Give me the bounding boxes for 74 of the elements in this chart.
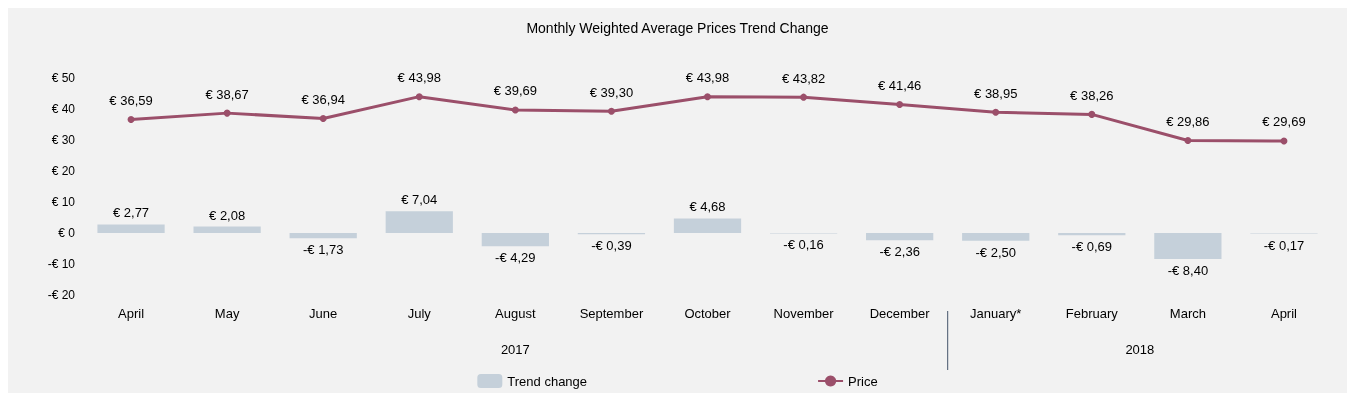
y-tick-label: € 50	[51, 71, 76, 85]
data-label: € 43,98	[397, 70, 441, 86]
y-tick-label: € 20	[51, 164, 76, 178]
x-tick-label: January*	[970, 306, 1022, 321]
point	[319, 114, 327, 122]
x-tick-label: February	[1065, 306, 1119, 321]
bar	[289, 233, 357, 239]
data-label: -€ 1,73	[302, 242, 344, 258]
data-label: € 38,95	[974, 85, 1018, 101]
x-tick-label: August	[495, 306, 536, 321]
data-label: € 29,86	[1166, 113, 1210, 129]
point	[223, 109, 231, 117]
x-tick-label: October	[684, 306, 732, 321]
point	[992, 108, 1000, 116]
data-label: € 36,59	[109, 93, 153, 109]
y-tick-label: -€ 10	[47, 257, 76, 271]
point	[511, 106, 519, 114]
data-label: € 43,82	[781, 70, 826, 86]
bar	[673, 218, 742, 233]
y-tick-label: € 0	[58, 226, 76, 240]
x-tick-label: April	[118, 306, 145, 321]
x-tick-label: July	[407, 306, 432, 321]
point	[896, 100, 904, 108]
x-tick-label: May	[214, 306, 240, 321]
x-tick-label: December	[869, 306, 931, 321]
point	[1088, 110, 1096, 118]
data-label: € 43,98	[685, 70, 730, 86]
data-label: -€ 4,29	[495, 250, 536, 266]
point	[1184, 136, 1192, 144]
bar	[193, 226, 261, 233]
data-label: -€ 0,69	[1071, 239, 1113, 255]
data-label: -€ 8,40	[1167, 263, 1209, 279]
text: 2017	[500, 341, 530, 357]
x-tick-label: September	[579, 306, 644, 321]
bar	[97, 224, 165, 233]
data-label: € 38,26	[1070, 87, 1114, 103]
data-label: € 36,94	[301, 91, 345, 107]
point	[607, 107, 615, 115]
x-tick-label: April	[1270, 306, 1298, 321]
bar	[1154, 233, 1222, 260]
data-label: € 4,68	[689, 199, 726, 215]
legend-label: Price	[848, 373, 878, 389]
data-label: -€ 0,39	[591, 238, 632, 254]
bar	[385, 211, 453, 233]
point	[127, 116, 135, 124]
bar	[962, 233, 1030, 241]
data-label: € 39,30	[589, 84, 634, 100]
chart-title: Monthly Weighted Average Prices Trend Change	[526, 20, 829, 36]
data-label: € 7,04	[401, 192, 438, 208]
x-tick-label: March	[1169, 306, 1206, 321]
data-label: € 39,69	[493, 83, 538, 99]
bar	[1058, 233, 1126, 236]
data-label: € 38,67	[205, 86, 249, 102]
data-label: € 29,69	[1262, 114, 1306, 130]
data-label: € 2,77	[112, 205, 150, 221]
x-tick-label: June	[309, 306, 338, 321]
point	[704, 93, 711, 101]
point	[415, 93, 423, 101]
text: 2018	[1125, 341, 1155, 357]
legend-label: Trend change	[507, 373, 588, 389]
y-tick-label: € 10	[51, 195, 76, 209]
data-label: -€ 2,50	[975, 244, 1016, 260]
data-label: -€ 0,16	[783, 237, 824, 253]
data-label: -€ 2,36	[879, 244, 920, 260]
y-tick-label: € 30	[51, 133, 76, 147]
y-tick-label: -€ 20	[47, 288, 76, 302]
data-label: € 2,08	[209, 207, 246, 223]
x-tick-label: November	[773, 306, 835, 321]
bar	[866, 233, 934, 241]
data-label: € 41,46	[877, 77, 922, 93]
y-tick-label: € 40	[51, 102, 76, 116]
point	[800, 93, 808, 101]
bar	[481, 233, 549, 247]
data-label: -€ 0,17	[1263, 237, 1305, 253]
